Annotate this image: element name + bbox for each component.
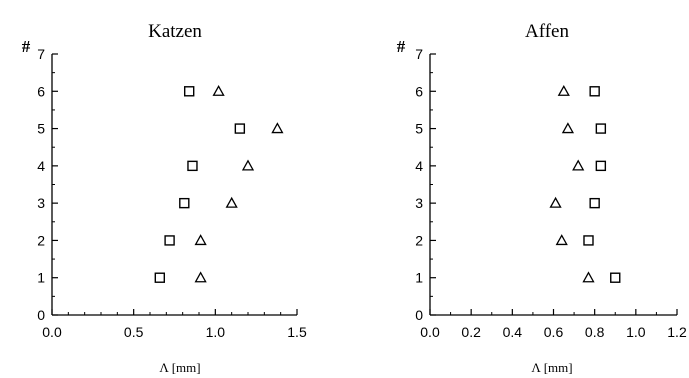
y-tick-label: 1 [415, 270, 423, 286]
data-point-triangle [241, 159, 255, 171]
x-tick-label: 1.5 [287, 324, 307, 340]
y-tick-label: 4 [415, 158, 423, 174]
x-tick-label: 1.0 [626, 324, 646, 340]
data-point-square [154, 272, 166, 283]
data-point-triangle [561, 122, 575, 134]
data-point-triangle [212, 84, 225, 96]
data-point-triangle [271, 122, 284, 134]
chart-panel-2: Affen #0 1 2 3 4 5 6 7 0.0 0.2 0.4 0.6 0.8 1.0 1.2 Λ [mm… [397, 21, 687, 375]
y-axis-label: # [397, 37, 406, 56]
y-tick-label: 2 [415, 232, 423, 248]
y-axis-label: # [22, 37, 31, 56]
y-tick-label: 4 [37, 158, 45, 174]
data-point-triangle [582, 271, 595, 283]
data-point-square [183, 86, 195, 97]
y-tick-label: 6 [37, 83, 45, 99]
y-tick-label: 0 [415, 307, 423, 323]
x-tick-label: 0.8 [585, 324, 605, 340]
x-tick-label: 1.2 [667, 324, 687, 340]
y-tick-label: 3 [37, 195, 45, 211]
x-tick-label: 1.0 [206, 324, 226, 340]
y-tick-label: 7 [415, 46, 423, 62]
data-point-triangle [572, 159, 585, 171]
chart-title: Affen [525, 21, 569, 42]
data-point-square [610, 272, 621, 283]
x-tick-label: 0.6 [544, 324, 564, 340]
data-point-square [595, 123, 607, 134]
y-tick-label: 5 [37, 121, 45, 137]
data-point-square [595, 160, 607, 172]
data-point-triangle [225, 196, 238, 208]
chart-panel-1: Katzen #0 1 2 3 4 5 6 7 0.0 0.5 1.0 1.5 Λ [mm] [22, 21, 307, 375]
y-tick-label: 6 [415, 83, 423, 99]
y-tick-label: 5 [415, 121, 423, 137]
data-point-triangle [194, 271, 207, 283]
y-tick-label: 3 [415, 195, 423, 211]
data-point-triangle [557, 84, 570, 96]
y-tick-label: 1 [37, 270, 45, 286]
y-tick-label: 7 [37, 46, 45, 62]
x-axis-label: Λ [mm] [531, 360, 572, 375]
data-point-square [589, 86, 600, 97]
x-tick-label: 0.2 [461, 324, 481, 340]
chart-title: Katzen [148, 21, 202, 42]
x-axis-label: Λ [mm] [159, 360, 200, 375]
data-point-square [187, 160, 198, 172]
x-tick-label: 0.5 [124, 324, 144, 340]
x-tick-label: 0.0 [420, 324, 440, 340]
data-point-square [234, 123, 246, 134]
data-point-square [589, 197, 600, 209]
data-point-square [164, 235, 175, 246]
y-tick-label: 2 [37, 232, 45, 248]
data-point-triangle [194, 234, 207, 246]
data-point-triangle [549, 196, 562, 208]
data-point-square [583, 235, 594, 246]
y-tick-label: 0 [37, 307, 45, 323]
x-tick-label: 0.0 [42, 324, 62, 340]
data-point-square [179, 197, 190, 209]
x-tick-label: 0.4 [503, 324, 523, 340]
data-point-triangle [555, 234, 568, 246]
